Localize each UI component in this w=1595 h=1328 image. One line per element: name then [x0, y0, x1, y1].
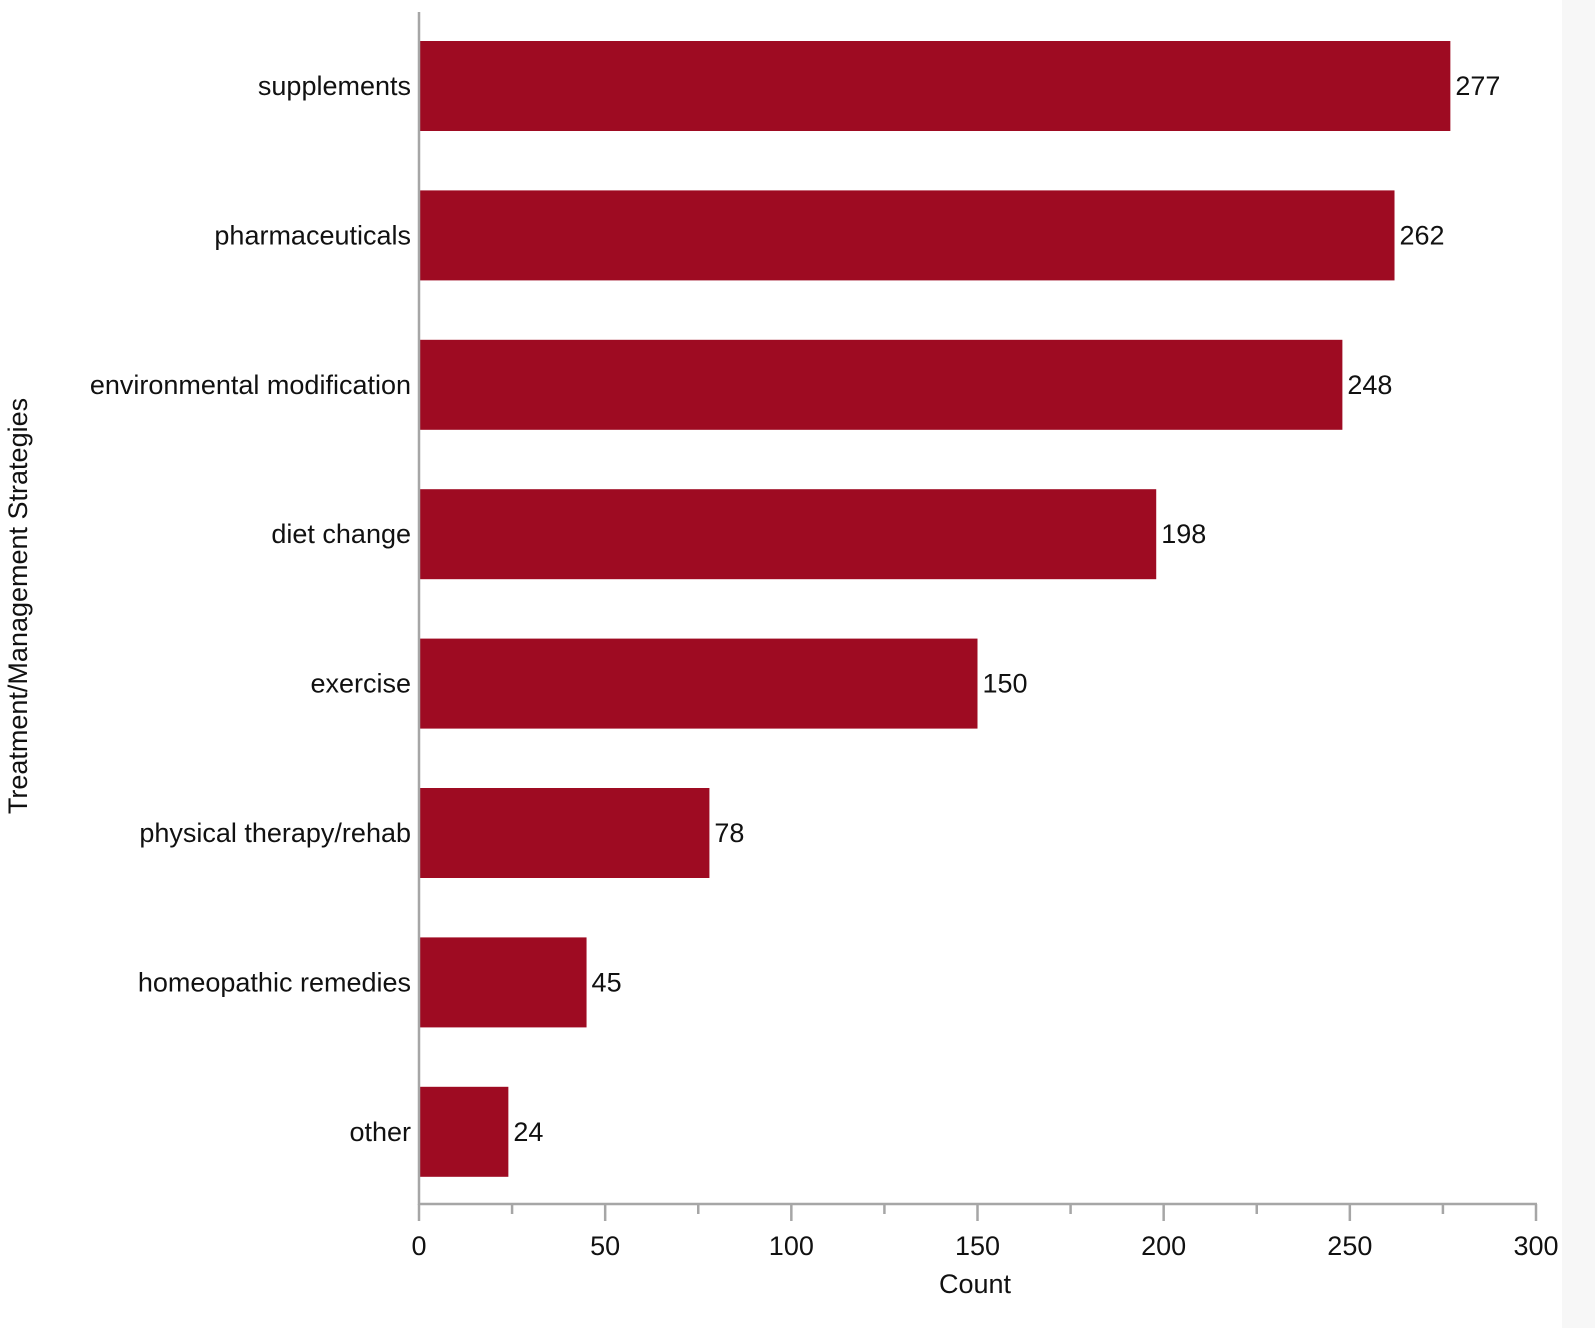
bar-other [420, 1086, 509, 1177]
x-tick-label: 200 [1141, 1231, 1186, 1261]
category-label: other [349, 1117, 411, 1147]
category-label: supplements [258, 71, 411, 101]
category-labels: supplements pharmaceuticals environmental … [90, 71, 411, 1147]
value-label: 248 [1347, 370, 1392, 400]
value-label: 150 [983, 669, 1028, 699]
x-tick-label: 100 [769, 1231, 814, 1261]
bar-chart: supplements pharmaceuticals environmental … [3, 12, 1559, 1299]
bar-environmental-modification [420, 339, 1343, 430]
category-label: diet change [271, 519, 411, 549]
right-edge-strip [1562, 0, 1595, 1328]
category-label: pharmaceuticals [214, 220, 411, 250]
x-axis-title: Count [939, 1269, 1012, 1299]
value-label: 78 [714, 818, 744, 848]
bar-pharmaceuticals [420, 190, 1395, 281]
value-label: 24 [513, 1117, 543, 1147]
x-tick-label: 50 [590, 1231, 620, 1261]
value-labels: 277 262 248 198 150 78 45 24 [513, 71, 1500, 1147]
value-label: 277 [1455, 71, 1500, 101]
bar-supplements [420, 41, 1451, 131]
x-axis-tick-labels: 0 50 100 150 200 250 300 [411, 1231, 1558, 1261]
value-label: 198 [1161, 519, 1206, 549]
bars-group [420, 41, 1451, 1177]
category-label: environmental modification [90, 370, 411, 400]
x-tick-label: 150 [955, 1231, 1000, 1261]
bar-physical-therapy-rehab [420, 788, 710, 878]
x-tick-label: 300 [1513, 1231, 1558, 1261]
x-tick-label: 0 [411, 1231, 426, 1261]
bar-exercise [420, 638, 978, 729]
category-label: exercise [310, 669, 411, 699]
category-label: homeopathic remedies [138, 967, 411, 997]
category-label: physical therapy/rehab [139, 818, 411, 848]
value-label: 262 [1400, 220, 1445, 250]
x-tick-label: 250 [1327, 1231, 1372, 1261]
bar-diet-change [420, 489, 1157, 580]
y-axis-title: Treatment/Management Strategies [3, 398, 33, 814]
value-label: 45 [592, 967, 622, 997]
x-axis-ticks [417, 1204, 1538, 1221]
bar-homeopathic-remedies [420, 937, 587, 1028]
